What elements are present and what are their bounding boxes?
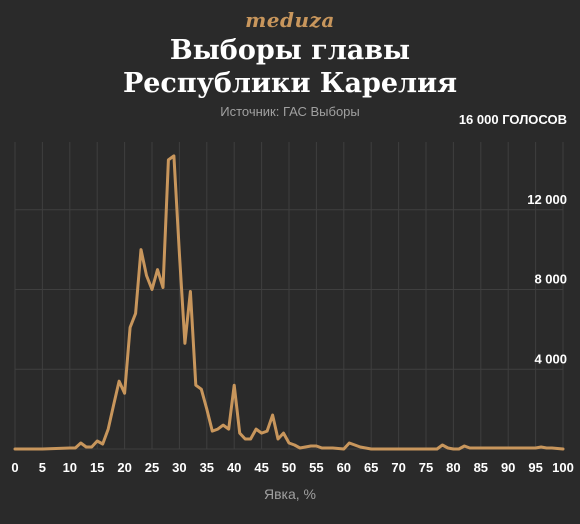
x-axis-ticks: 0 5 10 15 20 25 30 35 40 45 50 55 60 65 70 75 80 85 90 95 10… xyxy=(11,460,573,475)
x-tick-label: 50 xyxy=(282,460,296,475)
x-tick-label: 20 xyxy=(117,460,131,475)
y-tick-label: 12 000 xyxy=(527,192,567,207)
x-tick-label: 5 xyxy=(39,460,46,475)
x-tick-label: 80 xyxy=(446,460,460,475)
x-tick-label: 30 xyxy=(172,460,186,475)
x-tick-label: 35 xyxy=(200,460,214,475)
x-tick-label: 65 xyxy=(364,460,378,475)
y-tick-label: 16 000 ГОЛОСОВ xyxy=(459,112,567,127)
x-tick-label: 85 xyxy=(474,460,488,475)
x-tick-label: 70 xyxy=(391,460,405,475)
title-line-2: Республики Карелия xyxy=(122,68,458,99)
x-tick-label: 10 xyxy=(63,460,77,475)
source-note: Источник: ГАС Выборы xyxy=(220,104,360,119)
x-tick-label: 45 xyxy=(254,460,268,475)
gridlines xyxy=(14,142,564,450)
x-axis-label: Явка, % xyxy=(264,486,316,502)
x-tick-label: 95 xyxy=(528,460,542,475)
x-tick-label: 55 xyxy=(309,460,323,475)
title-line-1: Выборы главы xyxy=(169,35,411,66)
chart-title: Выборы главы Республики Карелия xyxy=(0,34,580,100)
y-tick-label: 8 000 xyxy=(534,272,567,287)
x-tick-label: 15 xyxy=(90,460,104,475)
x-tick-label: 100 xyxy=(552,460,574,475)
x-tick-label: 40 xyxy=(227,460,241,475)
x-tick-label: 90 xyxy=(501,460,515,475)
x-tick-label: 0 xyxy=(11,460,18,475)
x-tick-label: 75 xyxy=(419,460,433,475)
brand-logo: meduza xyxy=(245,8,335,32)
y-axis-ticks: 4 000 8 000 12 000 16 000 ГОЛОСОВ xyxy=(459,112,567,366)
y-tick-label: 4 000 xyxy=(534,351,567,366)
x-tick-label: 25 xyxy=(145,460,159,475)
series-line-turnout xyxy=(13,154,565,451)
x-tick-label: 60 xyxy=(337,460,351,475)
